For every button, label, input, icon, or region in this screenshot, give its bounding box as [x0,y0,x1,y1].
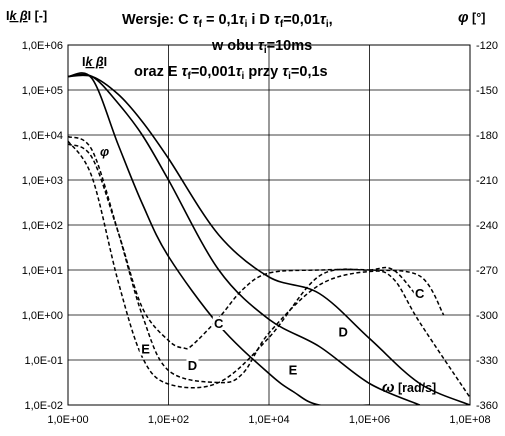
curve-label-d: D [339,325,348,340]
curve-label-bg [286,363,299,377]
curve-label-e: E [289,363,298,378]
x-tick-label: 1,0E+08 [449,414,490,426]
title-line3: oraz E τf=0,001τi przy τi=0,1s [134,64,328,82]
y-left-tick-label: 1,0E+01 [22,265,63,277]
y-left-tick-label: 1,0E+02 [22,220,63,232]
y-left-tick-label: 1,0E+06 [22,40,63,52]
curve-label-bg [212,317,225,330]
y-right-tick-label: -300 [476,310,498,322]
curves [68,72,470,405]
y-left-tick-label: 1,0E-02 [24,400,63,412]
curve-label-bg [139,342,152,356]
y-left-tick-label: 1,0E-01 [24,355,63,367]
y-right-tick-label: -330 [476,355,498,367]
curve-label-bg [413,287,426,301]
curve-label-bg [337,325,350,339]
title-line1: Wersje: C τf = 0,1τi i D τf=0,01τi, [122,12,333,30]
curve-label-e: E [141,342,150,357]
curve-label-c: C [214,316,224,331]
y-right-tick-label: -360 [476,400,498,412]
y-right-tick-label: -180 [476,130,498,142]
x-tick-label: 1,0E+00 [47,414,88,426]
x-tick-label: 1,0E+02 [148,414,189,426]
phi-marker: φ [100,144,109,159]
y-right-axis-label: φ [°] [458,9,485,26]
y-right-tick-label: -150 [476,85,498,97]
y-left-tick-label: 1,0E+03 [22,175,63,187]
y-left-inner-label: Ik βI [82,55,107,69]
magnitude-curve-c [68,74,470,405]
curve-label-c: C [415,286,425,301]
y-right-tick-label: -240 [476,220,498,232]
tick-labels: 1,0E+06 1,0E+05 1,0E+04 1,0E+03 1,0E+02 1,0E+… [22,40,498,426]
curve-label-d: D [188,358,197,373]
y-right-tick-label: -120 [476,40,498,52]
plot-border [67,44,471,406]
phase-curve-d [68,135,470,398]
curve-label-bg [186,359,199,372]
y-right-tick-label: -270 [476,265,498,277]
y-left-tick-label: 1,0E+04 [22,130,63,142]
grid [67,44,471,406]
curve-labels: C D E C D E [139,286,426,378]
y-left-axis-label: Ik βI [-] [6,9,47,23]
title-line2: w obu τi=10ms [211,38,312,56]
y-right-tick-label: -210 [476,175,498,187]
phase-curve-c [68,143,445,350]
y-left-tick-label: 1,0E+00 [22,310,63,322]
y-left-tick-label: 1,0E+05 [22,85,63,97]
plot-frame [67,44,471,406]
x-axis-label: ω [rad/s] [382,379,436,396]
x-tick-label: 1,0E+04 [248,414,289,426]
x-tick-label: 1,0E+06 [349,414,390,426]
magnitude-curve-d [68,73,421,405]
phase-curve-e [68,140,421,389]
magnitude-curve-e [68,72,370,405]
